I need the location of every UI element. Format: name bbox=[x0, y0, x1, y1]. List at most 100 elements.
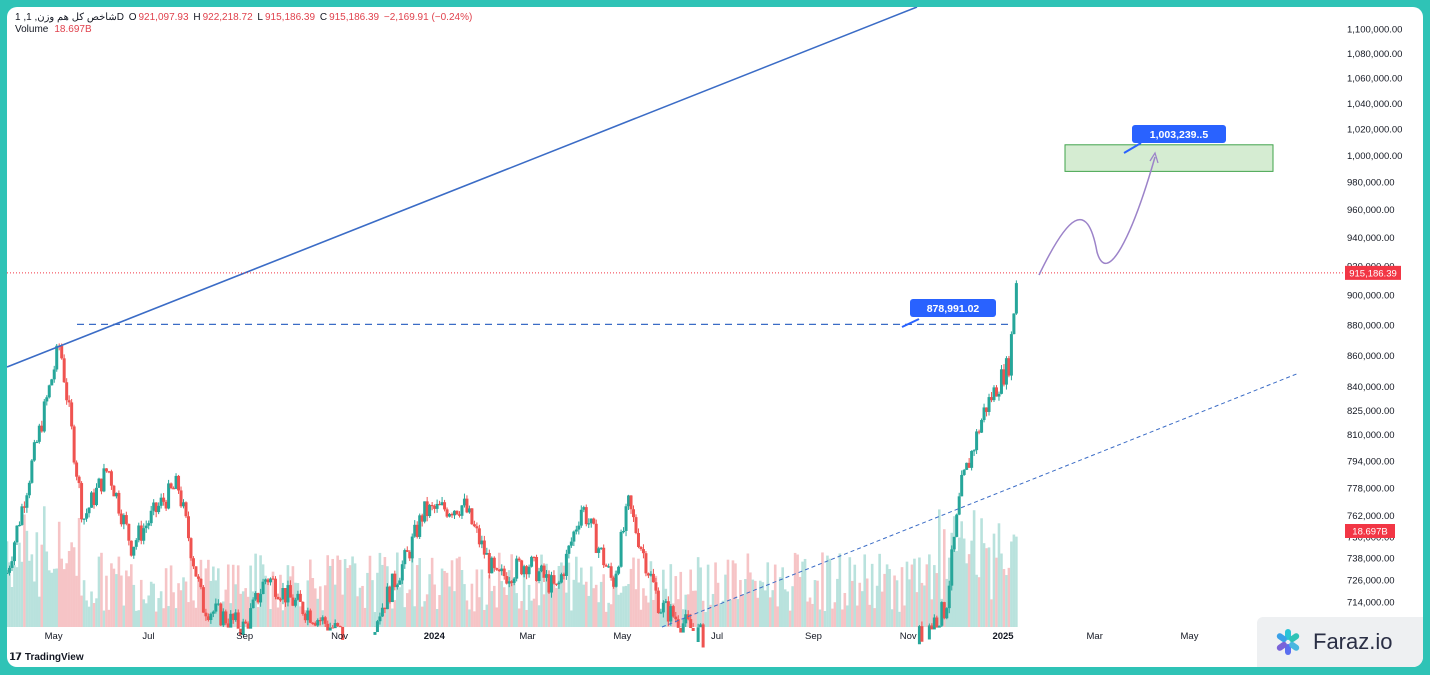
drawings[interactable]: 878,991.02 1,003,239..5 bbox=[7, 7, 1345, 628]
volume-bar bbox=[194, 607, 198, 627]
candle-body bbox=[500, 568, 504, 572]
candle-body bbox=[428, 504, 432, 517]
faraz-watermark: Faraz.io bbox=[1257, 617, 1423, 667]
volume-bar bbox=[962, 538, 966, 627]
price-tick-label: 762,000.00 bbox=[1347, 511, 1395, 522]
volume-bar bbox=[520, 601, 523, 627]
candle-body bbox=[972, 450, 976, 452]
volume-bar bbox=[403, 607, 407, 627]
volume-bar bbox=[746, 553, 750, 627]
volume-bar bbox=[577, 582, 581, 627]
candle-body bbox=[691, 627, 695, 631]
price-axis[interactable]: 1,100,000.00 1,080,000.00 1,060,000.00 1,04… bbox=[1345, 25, 1402, 609]
volume-label: Volume bbox=[15, 24, 49, 35]
candle-body bbox=[393, 573, 397, 588]
volume-bar bbox=[990, 599, 993, 627]
candle-body bbox=[515, 558, 519, 579]
volume-bar bbox=[858, 582, 862, 627]
volume-bar bbox=[510, 554, 513, 627]
volume-bar bbox=[527, 584, 531, 627]
candle-body bbox=[107, 471, 111, 473]
candle-body bbox=[684, 614, 688, 624]
price-tick-label: 1,040,000.00 bbox=[1347, 99, 1402, 110]
volume-bar bbox=[836, 578, 839, 627]
candle-body bbox=[502, 568, 506, 577]
volume-bar bbox=[125, 570, 128, 627]
volume-bar bbox=[960, 521, 963, 627]
candle-body bbox=[375, 621, 379, 633]
volume-bar bbox=[162, 608, 165, 627]
volume-bar bbox=[542, 594, 546, 627]
candle-body bbox=[487, 552, 491, 574]
candle-body bbox=[569, 541, 573, 546]
candle-body bbox=[619, 531, 623, 567]
volume-bar bbox=[754, 580, 757, 627]
volume-bar bbox=[443, 571, 446, 627]
volume-bar bbox=[224, 589, 228, 627]
volume-bar bbox=[657, 608, 660, 627]
volume-bar bbox=[599, 581, 603, 627]
time-tick-label: May bbox=[1181, 631, 1199, 642]
candle-body bbox=[380, 607, 384, 617]
candle-body bbox=[134, 540, 138, 547]
tradingview-logo[interactable]: 𝟭𝟳 TradingView bbox=[9, 652, 84, 663]
volume-bar bbox=[13, 565, 16, 627]
volume-bar bbox=[497, 552, 501, 627]
candle-body bbox=[336, 623, 340, 626]
volume-bar bbox=[846, 605, 849, 627]
resistance-callout-pointer bbox=[901, 318, 920, 328]
candle-body bbox=[646, 573, 650, 576]
candle-body bbox=[264, 579, 268, 582]
volume-bar bbox=[179, 590, 183, 627]
volume-bar bbox=[997, 523, 1001, 627]
time-axis[interactable]: May Jul Sep Nov 2024 Mar May Jul Sep Nov 2025 Mar Ma… bbox=[45, 631, 1199, 642]
candle-body bbox=[226, 623, 230, 628]
volume-bar bbox=[843, 592, 847, 627]
candle-body bbox=[259, 594, 263, 603]
candle-body bbox=[104, 468, 108, 472]
candle-body bbox=[666, 601, 670, 622]
volume-bar bbox=[301, 607, 305, 627]
price-tick-label: 726,000.00 bbox=[1347, 575, 1395, 586]
volume-bar bbox=[122, 605, 126, 627]
volume-bar bbox=[40, 544, 44, 627]
volume-bar bbox=[1010, 541, 1013, 627]
volume-bar bbox=[557, 565, 561, 627]
candle-body bbox=[321, 617, 325, 621]
candle-body bbox=[632, 509, 636, 518]
candle-body bbox=[224, 611, 228, 624]
symbol-name[interactable]: 1 ,شاخص کل هم وزن, 1D bbox=[15, 12, 124, 23]
volume-bar bbox=[134, 610, 138, 627]
volume-bar bbox=[850, 580, 854, 627]
candle-body bbox=[10, 561, 14, 568]
volume-bar bbox=[149, 581, 153, 627]
volume-bar bbox=[62, 569, 66, 627]
volume-bar bbox=[82, 580, 86, 627]
candle-body bbox=[507, 581, 511, 584]
candle-body bbox=[676, 619, 680, 628]
candle-body bbox=[236, 612, 240, 629]
candle-body bbox=[313, 623, 317, 626]
price-tick-label: 900,000.00 bbox=[1347, 291, 1395, 302]
volume-bar bbox=[358, 587, 362, 627]
volume-bar bbox=[714, 562, 717, 627]
candle-body bbox=[477, 528, 481, 545]
candle-body bbox=[689, 619, 693, 628]
candle-body bbox=[249, 608, 253, 629]
volume-bar bbox=[398, 587, 402, 627]
candle-body bbox=[114, 492, 118, 497]
last-price-tag-label: 915,186.39 bbox=[1349, 268, 1397, 279]
volume-bar bbox=[816, 580, 819, 627]
candle-body bbox=[599, 547, 603, 549]
candle-body bbox=[564, 553, 568, 576]
price-chart[interactable]: 878,991.02 1,003,239..5 1,100,000.00 1,080… bbox=[7, 7, 1423, 667]
candle-body bbox=[574, 529, 578, 532]
candle-body bbox=[612, 577, 616, 587]
candle-body bbox=[617, 566, 621, 574]
volume-bar bbox=[522, 569, 526, 627]
faraz-label: Faraz.io bbox=[1313, 629, 1393, 654]
candle-body bbox=[152, 502, 156, 511]
volume-bar bbox=[791, 586, 794, 627]
candle-body bbox=[636, 533, 640, 548]
candle-body bbox=[679, 627, 683, 633]
